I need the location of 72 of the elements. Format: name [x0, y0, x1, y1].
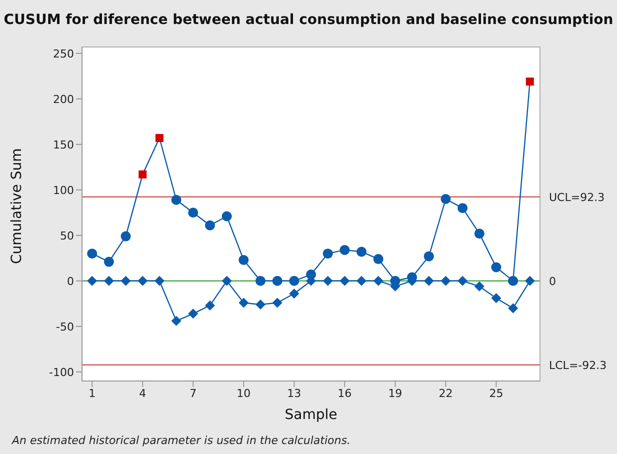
point [222, 211, 232, 222]
point [474, 281, 484, 292]
point [238, 254, 249, 265]
point [491, 262, 502, 272]
x-tick-label: 1 [88, 386, 96, 400]
point [340, 244, 350, 255]
y-tick-label: 100 [53, 184, 74, 197]
text: An estimated historical parameter is used in the calculations. [12, 434, 350, 447]
point [508, 303, 518, 314]
point [188, 308, 198, 319]
point [458, 276, 468, 286]
point [171, 194, 182, 205]
point [87, 248, 98, 259]
point [458, 203, 468, 214]
point [154, 276, 164, 286]
ref-line-label: UCL=92.3 [549, 190, 605, 204]
point [508, 276, 518, 286]
point [120, 276, 131, 286]
point [491, 293, 502, 304]
point [526, 78, 534, 86]
point [272, 276, 282, 286]
point [424, 276, 434, 286]
point [238, 298, 249, 308]
ref-line-label: 0 [549, 274, 556, 288]
y-tick-label: -50 [56, 320, 74, 334]
point [138, 170, 147, 178]
point [155, 134, 164, 142]
point [373, 276, 384, 286]
x-tick-label: 13 [287, 386, 302, 400]
x-tick-label: 25 [489, 386, 504, 400]
point [255, 300, 266, 310]
x-tick-label: 19 [388, 386, 402, 400]
point [340, 276, 350, 286]
point [474, 228, 484, 239]
y-tick-label: 150 [53, 138, 74, 152]
y-tick-label: 0 [67, 274, 74, 288]
x-axis-title: Sample [284, 407, 338, 423]
point [104, 276, 114, 286]
y-tick-label: -100 [49, 366, 74, 379]
y-tick-label: 250 [53, 47, 74, 60]
point [356, 246, 367, 257]
point [204, 220, 215, 230]
point [373, 254, 384, 264]
chart-title: CUSUM for diference between actual consumption and baseline consumption [2, 12, 614, 28]
point [204, 300, 215, 310]
point [524, 276, 535, 286]
point [120, 231, 131, 242]
x-tick-label: 16 [338, 386, 352, 400]
point [138, 276, 148, 286]
point [440, 194, 451, 204]
point [424, 251, 434, 262]
x-tick-label: 7 [190, 386, 197, 400]
point [289, 276, 300, 286]
x-tick-label: 10 [236, 386, 251, 400]
x-tick-label: 22 [438, 386, 453, 400]
point [222, 276, 232, 286]
point [322, 276, 333, 286]
point [255, 276, 266, 286]
point [289, 288, 300, 299]
point [440, 276, 451, 286]
y-axis-title: Cumulative Sum [8, 148, 25, 264]
y-tick-label: 200 [53, 92, 74, 106]
point [272, 298, 282, 308]
point [87, 276, 98, 286]
y-tick-label: 50 [60, 229, 74, 242]
point [356, 276, 367, 286]
point [188, 208, 198, 218]
point [104, 256, 114, 267]
ref-line-label: LCL=-92.3 [549, 358, 607, 372]
point [322, 248, 333, 259]
point [171, 316, 182, 326]
x-tick-label: 4 [139, 386, 146, 400]
